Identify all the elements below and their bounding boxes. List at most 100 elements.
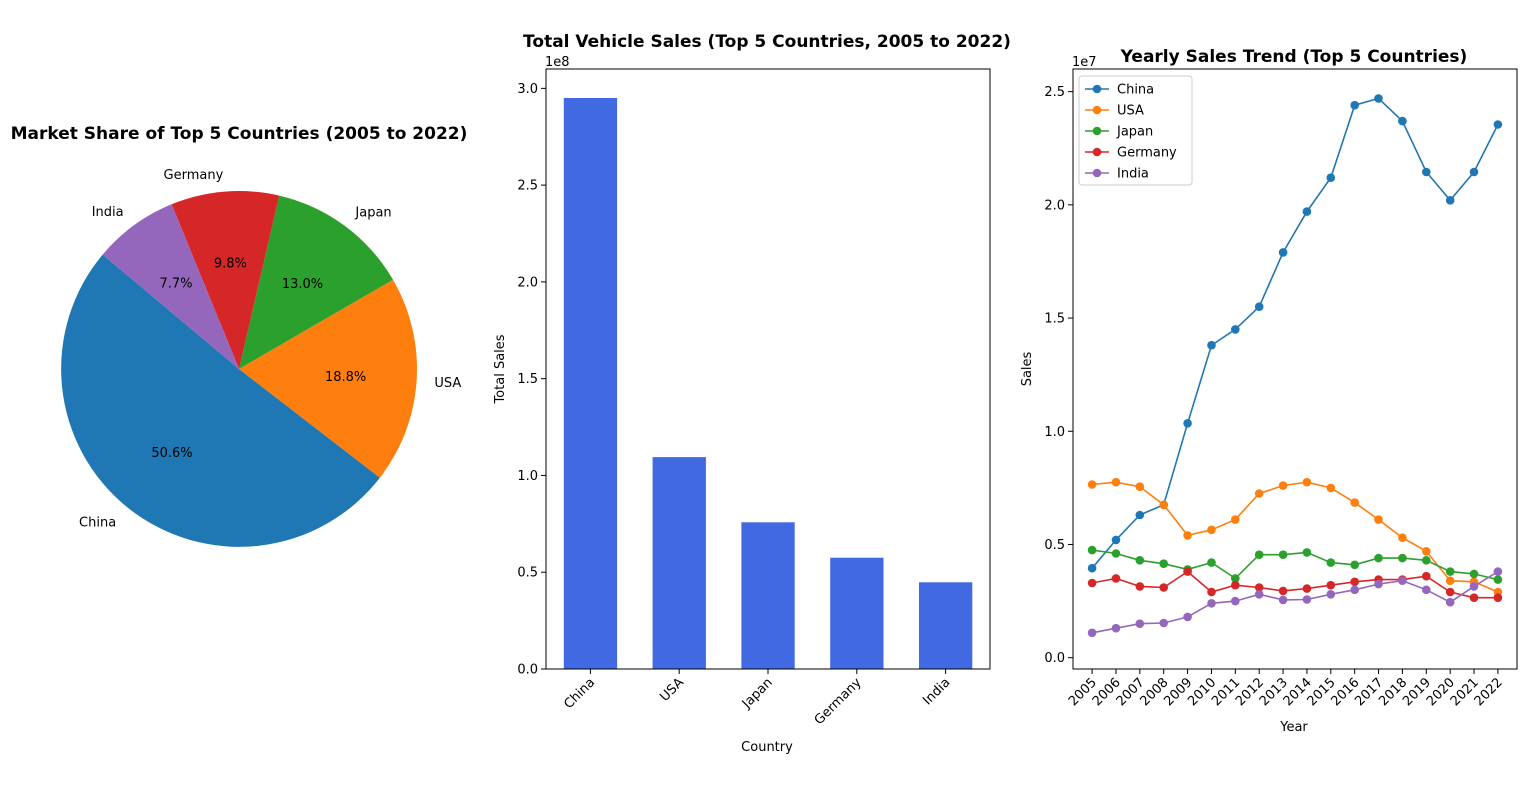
- point-india-2007: [1135, 619, 1145, 628]
- point-india-2006: [1111, 623, 1121, 633]
- line-ytick-label: 1.0: [1044, 425, 1065, 440]
- point-japan-2019: [1422, 556, 1431, 565]
- point-india-2016: [1350, 585, 1359, 595]
- point-usa-2011: [1231, 515, 1240, 524]
- legend-marker-japan: [1092, 126, 1102, 136]
- bar-ytick-label: 1.0: [517, 469, 538, 484]
- pie-pct-japan: 13.0%: [282, 277, 323, 292]
- point-germany-2009: [1183, 567, 1192, 576]
- line-ylabel: Sales: [1020, 351, 1035, 386]
- point-china-2014: [1302, 207, 1312, 216]
- series-line-india: [1091, 570, 1499, 634]
- pie-chart: Market Share of Top 5 Countries (2005 to…: [11, 124, 467, 547]
- point-usa-2017: [1374, 515, 1383, 524]
- bar-chart: Total Vehicle Sales (Top 5 Countries, 20…: [493, 32, 1011, 755]
- point-usa-2018: [1398, 533, 1407, 542]
- legend-marker-china: [1092, 84, 1102, 94]
- point-china-2022: [1493, 120, 1503, 129]
- point-india-2022: [1493, 567, 1503, 576]
- point-india-2019: [1422, 585, 1431, 595]
- point-germany-2011: [1231, 580, 1240, 590]
- point-germany-2006: [1111, 574, 1121, 583]
- point-china-2013: [1278, 248, 1288, 257]
- point-china-2015: [1326, 173, 1336, 182]
- bar-india: [919, 582, 973, 669]
- line-ytick-label: 2.5: [1044, 85, 1065, 100]
- bar-xtick-label-japan: Japan: [739, 675, 776, 712]
- point-germany-2007: [1135, 582, 1145, 591]
- bar-china: [563, 98, 618, 669]
- pie-slice-usa: [239, 279, 417, 478]
- legend-label-china: China: [1117, 83, 1154, 98]
- pie-slice-germany: [171, 191, 280, 369]
- point-japan-2012: [1254, 550, 1264, 559]
- series-line-usa: [1092, 481, 1499, 593]
- point-japan-2010: [1207, 558, 1216, 567]
- bar-ylabel: Total Sales: [493, 334, 508, 404]
- point-germany-2019: [1422, 571, 1431, 581]
- bar-japan: [741, 522, 795, 669]
- point-china-2005: [1087, 563, 1097, 573]
- point-india-2013: [1278, 595, 1288, 605]
- pie-label-china: China: [79, 516, 116, 531]
- point-usa-2006: [1111, 477, 1121, 487]
- legend-marker-usa: [1092, 105, 1102, 115]
- point-india-2008: [1159, 618, 1168, 628]
- bar-xlabel: Country: [741, 740, 793, 755]
- point-usa-2012: [1254, 489, 1264, 498]
- point-usa-2016: [1350, 498, 1359, 507]
- legend-label-india: India: [1117, 167, 1149, 182]
- point-japan-2007: [1135, 556, 1145, 565]
- point-usa-2010: [1207, 525, 1216, 535]
- line-offset-label: 1e7: [1072, 55, 1097, 70]
- legend-marker-india: [1092, 168, 1102, 178]
- point-japan-2013: [1278, 550, 1288, 559]
- point-germany-2010: [1207, 587, 1216, 597]
- pie-pct-india: 7.7%: [159, 277, 192, 292]
- point-japan-2020: [1445, 567, 1455, 576]
- line-ytick-label: 0.0: [1044, 651, 1065, 666]
- line-ytick-label: 0.5: [1044, 538, 1065, 553]
- line-ytick-label: 2.0: [1044, 198, 1065, 213]
- point-germany-2016: [1350, 577, 1359, 587]
- point-germany-2021: [1469, 593, 1479, 602]
- point-usa-2015: [1326, 483, 1336, 493]
- point-china-2018: [1398, 116, 1407, 126]
- series-china: [1087, 94, 1503, 573]
- point-china-2009: [1183, 419, 1192, 428]
- series-line-germany: [1091, 570, 1498, 599]
- point-japan-2008: [1159, 559, 1168, 568]
- point-japan-2005: [1087, 545, 1097, 555]
- point-india-2015: [1326, 590, 1336, 599]
- bar-germany: [830, 557, 884, 669]
- point-india-2021: [1469, 582, 1479, 591]
- point-usa-2014: [1302, 477, 1312, 487]
- point-usa-2020: [1445, 576, 1455, 585]
- point-japan-2022: [1493, 575, 1503, 584]
- legend-marker-germany: [1092, 147, 1102, 157]
- point-japan-2018: [1398, 553, 1407, 563]
- line-chart: Yearly Sales Trend (Top 5 Countries) 1e7…: [1020, 47, 1518, 735]
- bar-title: Total Vehicle Sales (Top 5 Countries, 20…: [523, 32, 1011, 52]
- point-germany-2020: [1445, 587, 1455, 597]
- point-japan-2021: [1469, 569, 1479, 579]
- point-usa-2008: [1159, 500, 1168, 510]
- point-india-2011: [1231, 596, 1240, 606]
- bar-ytick-label: 2.0: [517, 275, 538, 290]
- bar-xtick-label-india: India: [920, 675, 953, 708]
- point-usa-2009: [1183, 531, 1192, 540]
- line-axes-frame: [1072, 68, 1518, 670]
- point-china-2011: [1231, 325, 1240, 334]
- point-germany-2014: [1302, 584, 1312, 593]
- point-germany-2013: [1278, 586, 1288, 596]
- point-usa-2019: [1422, 547, 1431, 556]
- point-usa-2005: [1087, 480, 1097, 489]
- point-china-2007: [1135, 510, 1145, 520]
- pie-label-usa: USA: [434, 376, 461, 391]
- point-usa-2007: [1135, 482, 1145, 492]
- bar-axes-frame: [545, 68, 991, 670]
- point-india-2018: [1398, 576, 1407, 585]
- pie-slice-china: [61, 254, 380, 547]
- point-india-2010: [1207, 599, 1216, 608]
- point-china-2006: [1111, 535, 1121, 545]
